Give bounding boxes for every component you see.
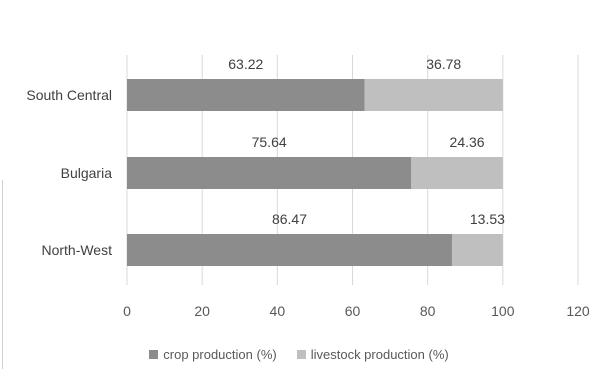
legend: crop production (%) livestock production…	[0, 344, 598, 364]
x-tick-label-120: 120	[566, 303, 590, 319]
x-tick-label-40: 40	[270, 303, 286, 319]
data-label-livestock-1: 24.36	[450, 134, 485, 150]
category-label-2: North-West	[41, 242, 112, 258]
legend-item-crop: crop production (%)	[149, 346, 277, 362]
category-label-1: Bulgaria	[61, 165, 113, 181]
legend-swatch-crop	[149, 349, 159, 359]
data-label-crop-1: 75.64	[252, 134, 287, 150]
data-label-crop-2: 86.47	[272, 211, 307, 227]
x-tick-label-80: 80	[420, 303, 436, 319]
data-label-crop-0: 63.22	[228, 56, 263, 72]
category-label-0: South Central	[26, 87, 112, 103]
x-tick-label-0: 0	[123, 303, 131, 319]
data-label-livestock-2: 13.53	[470, 211, 505, 227]
bar-livestock-2	[451, 234, 503, 266]
category-labels: South Central Bulgaria North-West	[26, 87, 112, 258]
x-tick-label-100: 100	[491, 303, 515, 319]
bar-crop-1	[127, 157, 412, 189]
bar-livestock-1	[411, 157, 503, 189]
x-tick-label-20: 20	[194, 303, 210, 319]
bar-livestock-0	[364, 79, 503, 111]
legend-label-livestock: livestock production (%)	[310, 346, 449, 362]
bar-crop-2	[127, 234, 452, 266]
bar-crop-0	[127, 79, 365, 111]
data-labels: 63.22 36.78 75.64 24.36 86.47 13.53	[228, 56, 505, 227]
frame-edge	[2, 180, 3, 369]
bars	[127, 79, 503, 266]
x-tick-label-60: 60	[345, 303, 361, 319]
legend-swatch-livestock	[296, 349, 306, 359]
legend-item-livestock: livestock production (%)	[296, 346, 449, 362]
x-axis-tick-labels: 0 20 40 60 80 100 120	[123, 303, 590, 319]
data-label-livestock-0: 36.78	[426, 56, 461, 72]
legend-label-crop: crop production (%)	[163, 346, 277, 362]
